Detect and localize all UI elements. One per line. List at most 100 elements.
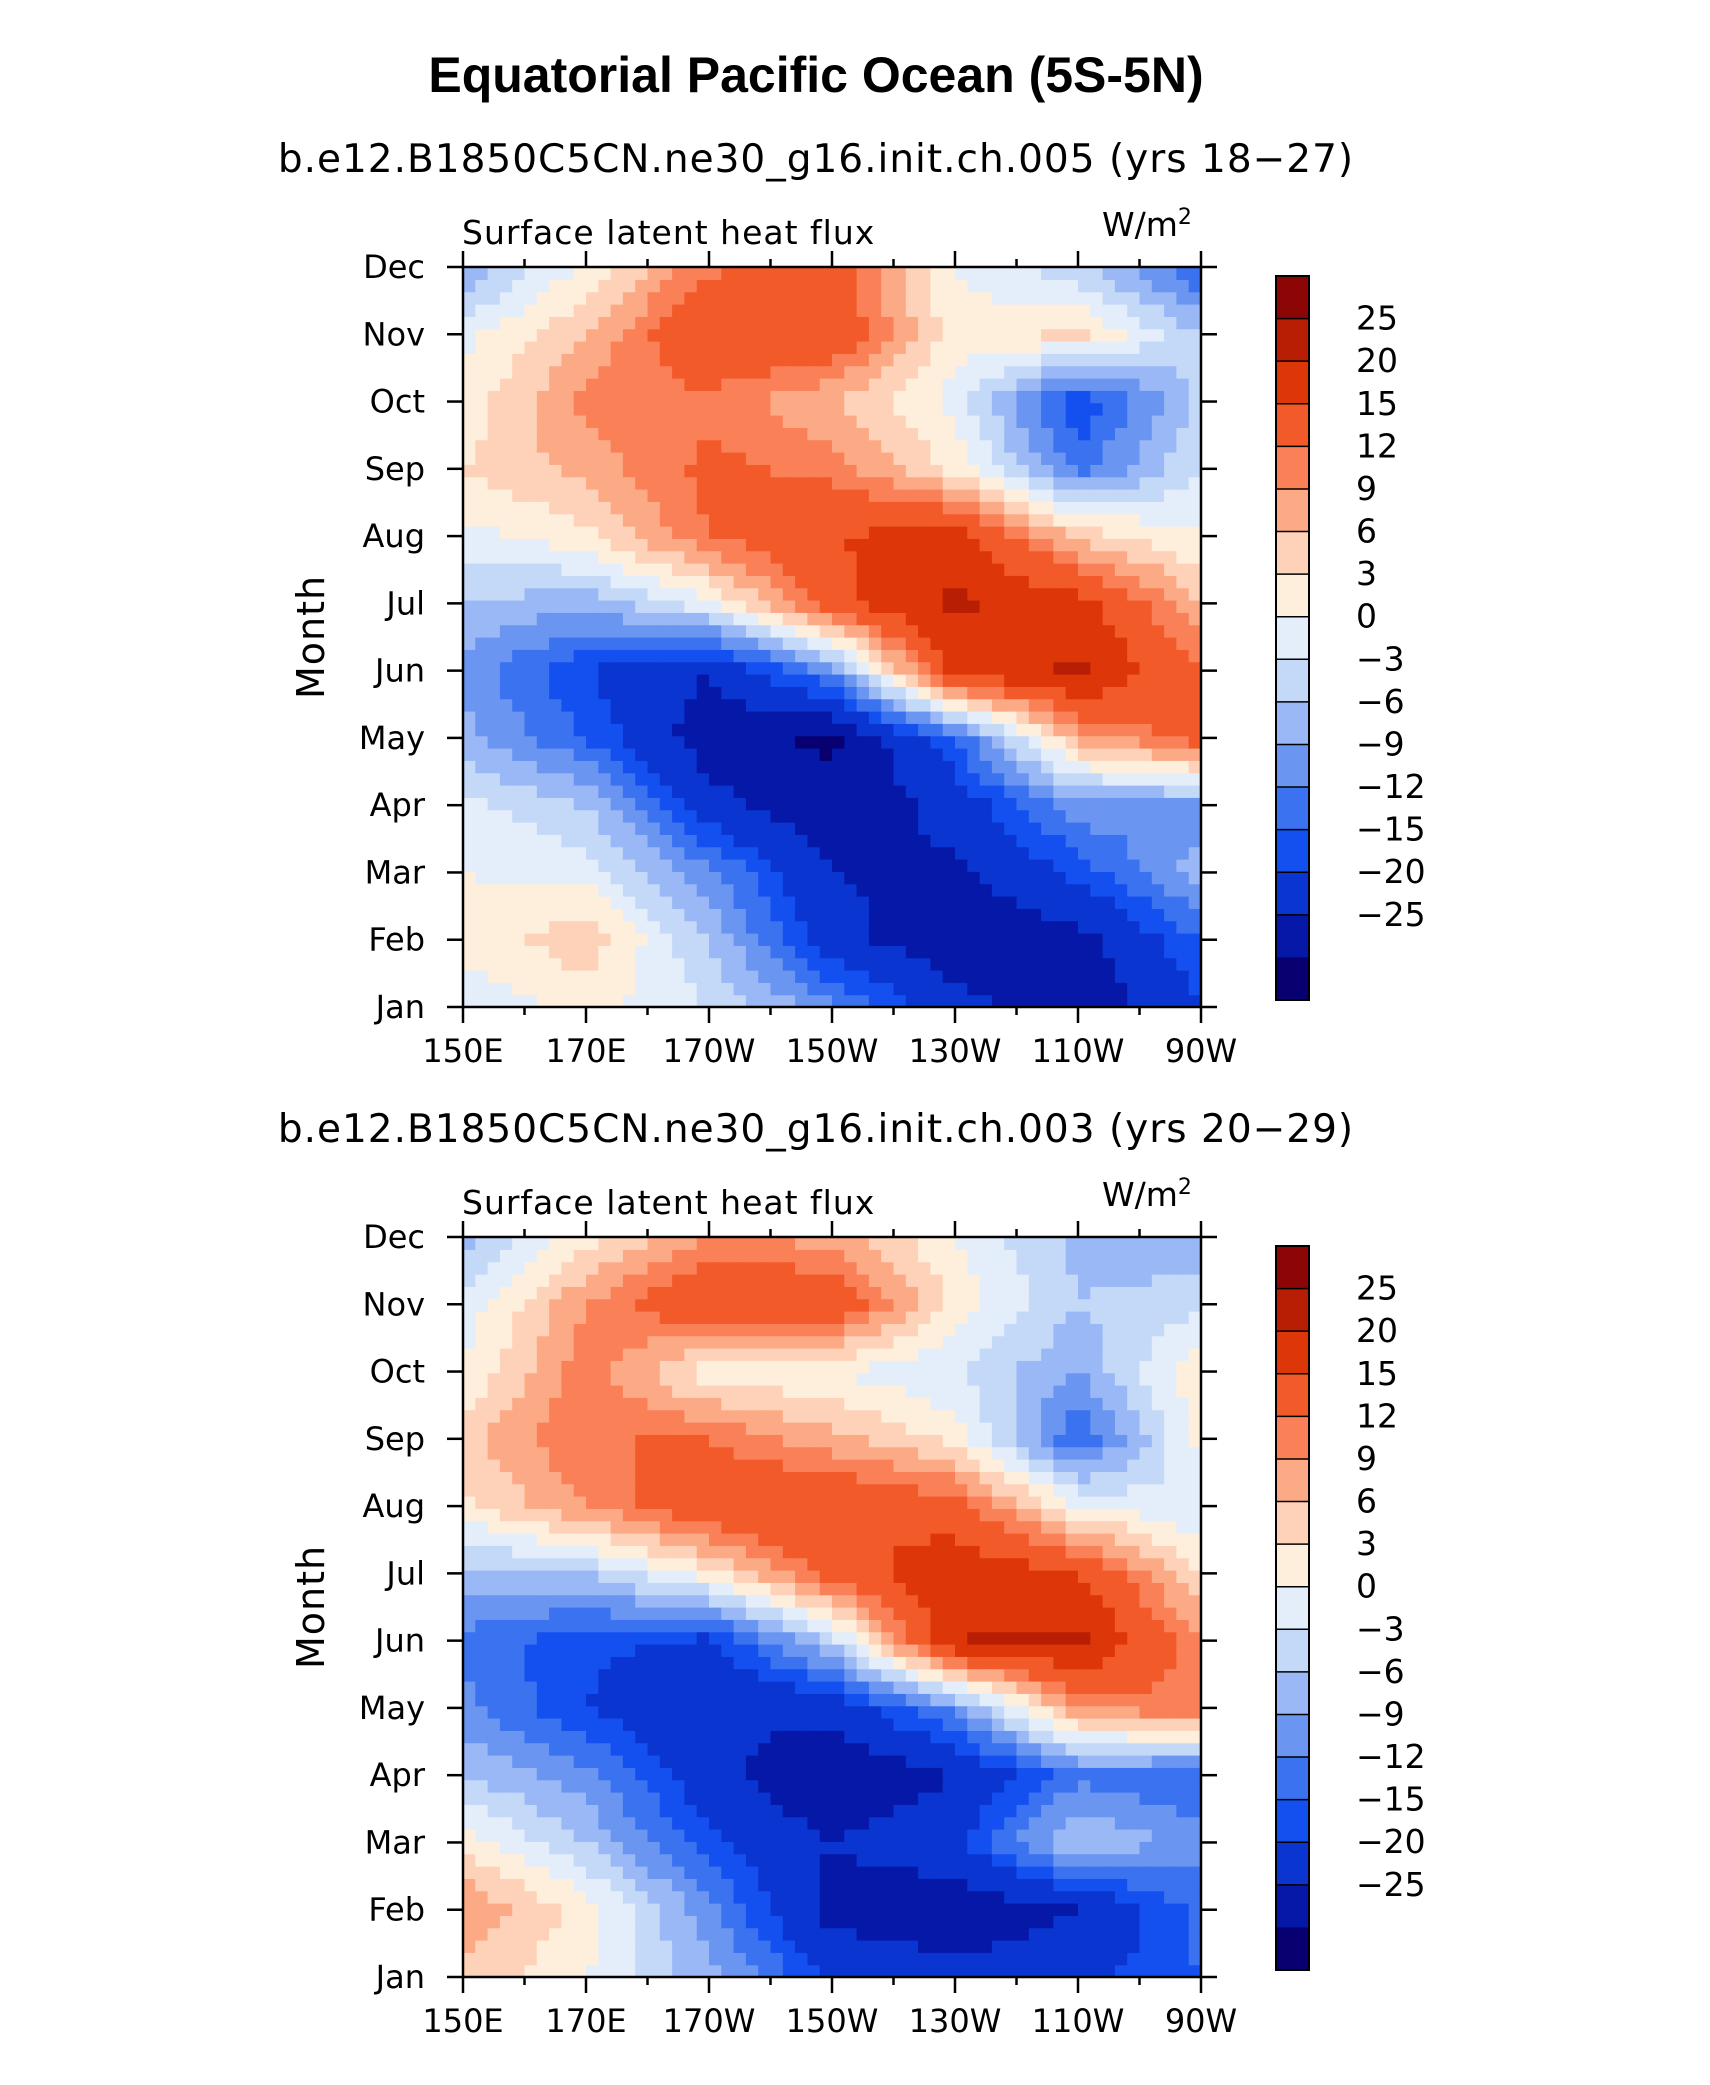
heatmap-cell bbox=[894, 847, 907, 860]
heatmap-cell bbox=[930, 1903, 943, 1916]
heatmap-cell bbox=[1127, 600, 1140, 613]
heatmap-cell bbox=[488, 1817, 501, 1830]
panel-top: b.e12.B1850C5CN.ne30_g16.init.ch.005 (yr… bbox=[278, 137, 1426, 1070]
heatmap-cell bbox=[574, 440, 587, 453]
heatmap-cell bbox=[771, 279, 784, 292]
heatmap-cell bbox=[758, 514, 771, 527]
heatmap-cell bbox=[1115, 884, 1128, 897]
heatmap-cell bbox=[635, 760, 648, 773]
heatmap-cell bbox=[684, 1891, 697, 1904]
heatmap-cell bbox=[1115, 847, 1128, 860]
heatmap-cell bbox=[967, 292, 980, 305]
heatmap-cell bbox=[1152, 1780, 1165, 1793]
heatmap-cell bbox=[894, 1841, 907, 1854]
heatmap-cell bbox=[1189, 292, 1202, 305]
heatmap-cell bbox=[1152, 1903, 1165, 1916]
colorbar-swatch bbox=[1276, 489, 1309, 532]
heatmap-cell bbox=[475, 538, 488, 551]
heatmap-cell bbox=[475, 563, 488, 576]
heatmap-cell bbox=[1115, 995, 1128, 1008]
heatmap-cell bbox=[512, 982, 525, 995]
heatmap-cell bbox=[746, 995, 759, 1008]
heatmap-cell bbox=[537, 1829, 550, 1842]
heatmap-cell bbox=[586, 748, 599, 761]
heatmap-cell bbox=[598, 538, 611, 551]
heatmap-cell bbox=[857, 995, 870, 1008]
heatmap-cell bbox=[549, 859, 562, 872]
heatmap-cell bbox=[1053, 810, 1066, 823]
heatmap-cell bbox=[709, 686, 722, 699]
heatmap-cell bbox=[734, 612, 747, 625]
heatmap-cell bbox=[648, 896, 661, 909]
heatmap-cell bbox=[1127, 822, 1140, 835]
heatmap-cell bbox=[475, 649, 488, 662]
heatmap-cell bbox=[684, 649, 697, 662]
heatmap-cell bbox=[475, 440, 488, 453]
heatmap-cell bbox=[1017, 464, 1030, 477]
heatmap-cell bbox=[1176, 390, 1189, 403]
heatmap-cell bbox=[1152, 341, 1165, 354]
heatmap-cell bbox=[1078, 390, 1091, 403]
heatmap-cell bbox=[1017, 452, 1030, 465]
heatmap-cell bbox=[598, 1743, 611, 1756]
heatmap-cell bbox=[992, 464, 1005, 477]
heatmap-cell bbox=[894, 538, 907, 551]
heatmap-cell bbox=[1066, 921, 1079, 934]
heatmap-cell bbox=[537, 464, 550, 477]
heatmap-cell bbox=[1066, 415, 1079, 428]
heatmap-cell bbox=[1090, 1767, 1103, 1780]
heatmap-cell bbox=[697, 538, 710, 551]
heatmap-cell bbox=[795, 810, 808, 823]
heatmap-cell bbox=[881, 1866, 894, 1879]
heatmap-cell bbox=[746, 649, 759, 662]
heatmap-cell bbox=[463, 575, 476, 588]
heatmap-cell bbox=[1189, 600, 1202, 613]
heatmap-cell bbox=[771, 538, 784, 551]
heatmap-cell bbox=[635, 1804, 648, 1817]
heatmap-cell bbox=[857, 1952, 870, 1965]
heatmap-cell bbox=[1017, 674, 1030, 687]
heatmap-cell bbox=[1004, 896, 1017, 909]
heatmap-cell bbox=[1103, 970, 1116, 983]
heatmap-cell bbox=[648, 834, 661, 847]
heatmap-cell bbox=[1140, 341, 1153, 354]
heatmap-cell bbox=[943, 477, 956, 490]
heatmap-cell bbox=[721, 1878, 734, 1891]
heatmap-cell bbox=[1189, 748, 1202, 761]
heatmap-cell bbox=[684, 871, 697, 884]
heatmap-cell bbox=[1029, 1743, 1042, 1756]
heatmap-cell bbox=[807, 551, 820, 564]
heatmap-cell bbox=[1004, 773, 1017, 786]
heatmap-cell bbox=[1090, 711, 1103, 724]
heatmap-cell bbox=[1152, 773, 1165, 786]
heatmap-cell bbox=[918, 1792, 931, 1805]
heatmap-cell bbox=[1053, 588, 1066, 601]
heatmap-cell bbox=[623, 588, 636, 601]
heatmap-cell bbox=[1103, 822, 1116, 835]
heatmap-cell bbox=[943, 440, 956, 453]
heatmap-cell bbox=[660, 933, 673, 946]
heatmap-cell bbox=[881, 699, 894, 712]
heatmap-cell bbox=[574, 489, 587, 502]
heatmap-cell bbox=[500, 1915, 513, 1928]
heatmap-cell bbox=[1152, 1841, 1165, 1854]
heatmap-cell bbox=[1029, 785, 1042, 798]
heatmap-cell bbox=[734, 760, 747, 773]
heatmap-cell bbox=[1041, 736, 1054, 749]
heatmap-cell bbox=[807, 1743, 820, 1756]
heatmap-cell bbox=[734, 970, 747, 983]
heatmap-cell bbox=[475, 329, 488, 342]
heatmap-cell bbox=[611, 452, 624, 465]
heatmap-cell bbox=[537, 933, 550, 946]
heatmap-cell bbox=[623, 970, 636, 983]
heatmap-cell bbox=[1164, 933, 1177, 946]
heatmap-cell bbox=[771, 1718, 784, 1731]
heatmap-cell bbox=[549, 871, 562, 884]
heatmap-cell bbox=[795, 958, 808, 971]
heatmap-cell bbox=[1041, 390, 1054, 403]
heatmap-cell bbox=[1176, 415, 1189, 428]
heatmap-cell bbox=[1176, 563, 1189, 576]
heatmap-cell bbox=[512, 1866, 525, 1879]
heatmap-cell bbox=[623, 464, 636, 477]
